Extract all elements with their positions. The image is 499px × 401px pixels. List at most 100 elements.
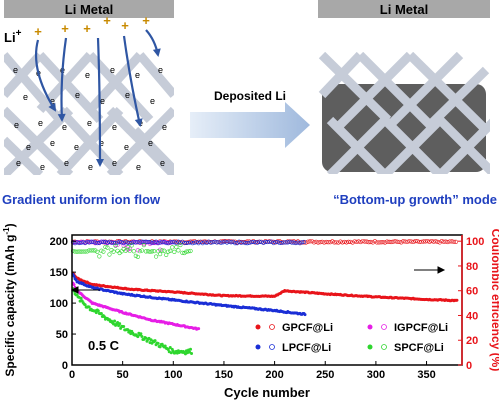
- ce-point: [417, 239, 422, 245]
- series-SPCF@Li: [70, 242, 194, 356]
- ce-point: [153, 254, 159, 259]
- ce-point: [283, 240, 288, 245]
- fiber-segment: [4, 136, 44, 175]
- ce-point: [76, 249, 82, 254]
- ce-point: [111, 249, 116, 254]
- ce-point: [249, 239, 254, 245]
- electron-label: e: [75, 90, 80, 100]
- ce-point: [87, 248, 92, 253]
- capacity-point: [168, 345, 172, 349]
- ce-point: [74, 249, 80, 254]
- ce-point: [352, 239, 357, 244]
- legend-open-marker: [381, 344, 387, 350]
- electron-label: e: [13, 65, 18, 75]
- y-right-tick-label: 20: [466, 335, 478, 347]
- left-li-metal-label: Li Metal: [65, 2, 113, 17]
- capacity-point: [83, 303, 87, 307]
- ce-point: [121, 240, 126, 246]
- ce-point: [113, 243, 118, 248]
- series-IGPCF@Li: [70, 239, 201, 331]
- capacity-point: [118, 322, 122, 326]
- ce-point: [208, 240, 213, 245]
- cation-marker: +: [142, 13, 150, 28]
- ce-point: [180, 250, 185, 255]
- right-li-metal-header: [318, 0, 490, 18]
- ce-point: [200, 241, 205, 246]
- ce-point: [170, 239, 175, 245]
- ce-point: [232, 241, 238, 246]
- ce-point: [443, 239, 448, 244]
- capacity-point: [163, 344, 167, 348]
- fiber-segment: [86, 51, 154, 124]
- capacity-point: [113, 319, 117, 323]
- ce-point: [137, 240, 142, 245]
- ce-point: [206, 239, 211, 244]
- ce-point: [166, 241, 171, 246]
- ce-point: [366, 240, 371, 245]
- condition-label: 0.5 C: [88, 338, 120, 353]
- capacity-point: [455, 298, 459, 302]
- ce-point: [151, 240, 157, 245]
- capacity-point: [99, 312, 103, 316]
- legend-label: GPCF@Li: [282, 322, 333, 334]
- ce-point: [176, 248, 181, 253]
- ce-point: [364, 239, 369, 244]
- ce-point: [172, 249, 177, 254]
- ce-point: [158, 240, 163, 245]
- ce-point: [91, 239, 96, 244]
- ce-point: [141, 242, 147, 248]
- ce-point: [324, 239, 329, 245]
- ce-point: [174, 240, 179, 245]
- y-right-tick-label: 60: [466, 286, 478, 298]
- ce-point: [419, 239, 424, 244]
- ce-point: [228, 240, 234, 245]
- ce-point: [263, 239, 268, 245]
- ce-point: [101, 239, 106, 244]
- legend-label: IGPCF@Li: [394, 322, 448, 334]
- ce-point: [137, 249, 142, 254]
- ce-point: [271, 240, 276, 246]
- ce-point: [131, 249, 136, 254]
- li-ion-charge: +: [16, 28, 22, 39]
- ce-point: [356, 239, 361, 244]
- capacity-point: [158, 345, 162, 349]
- cation-marker: +: [61, 21, 69, 36]
- ce-point: [281, 240, 286, 245]
- ce-point: [273, 239, 278, 245]
- ce-point: [370, 240, 375, 245]
- capacity-point: [156, 341, 160, 345]
- left-li-metal-header: [4, 0, 174, 18]
- chart-legend: GPCF@Li IGPCF@Li LPCF@Li SPCF@Li: [255, 322, 448, 354]
- ce-point: [441, 239, 446, 244]
- ion-arrow-head: [134, 118, 143, 127]
- ce-point: [81, 240, 86, 245]
- ce-point: [346, 239, 351, 244]
- electron-label: e: [100, 96, 105, 106]
- ce-point: [105, 240, 110, 245]
- ce-point: [413, 239, 418, 244]
- electron-label: e: [88, 162, 93, 172]
- capacity-point: [122, 324, 126, 328]
- ce-point: [239, 240, 244, 245]
- x-tick-label: 200: [265, 369, 283, 381]
- cation-marker: +: [83, 21, 91, 36]
- ce-point: [230, 239, 236, 245]
- cation-markers: + + + + + +: [34, 13, 150, 39]
- ce-point: [95, 249, 100, 254]
- legend-open-marker: [269, 344, 275, 350]
- ce-point: [178, 242, 183, 248]
- fiber-segment: [318, 52, 392, 124]
- ce-point: [411, 239, 416, 244]
- electron-label: e: [38, 118, 43, 128]
- fiber-segment: [86, 51, 144, 114]
- ce-point: [180, 239, 185, 244]
- electron-label: e: [162, 122, 167, 132]
- ce-point: [328, 240, 333, 245]
- ce-point: [218, 240, 224, 245]
- ce-point: [93, 240, 98, 245]
- electron-label: e: [87, 118, 92, 128]
- fiber-segment: [36, 51, 94, 114]
- ce-point: [401, 239, 406, 244]
- ce-point: [445, 239, 450, 245]
- ce-point: [330, 239, 335, 244]
